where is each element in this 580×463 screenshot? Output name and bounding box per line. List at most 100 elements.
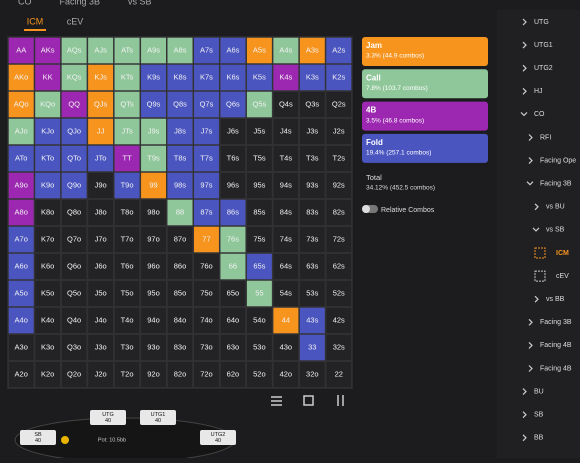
hand-cell[interactable] xyxy=(325,253,352,280)
hand-cell[interactable] xyxy=(8,307,35,334)
tree-item[interactable]: UTG2 xyxy=(534,65,553,72)
hand-cell[interactable] xyxy=(34,226,61,253)
tree-item[interactable]: Facing 4B xyxy=(540,342,572,349)
hand-cell[interactable] xyxy=(219,226,246,253)
hand-cell[interactable] xyxy=(325,118,352,145)
hand-cell[interactable] xyxy=(325,37,352,64)
hand-cell[interactable] xyxy=(140,172,167,199)
hand-cell[interactable] xyxy=(246,91,273,118)
hand-cell[interactable] xyxy=(219,118,246,145)
hand-cell[interactable] xyxy=(167,199,193,226)
hand-cell[interactable] xyxy=(8,91,35,118)
tree-item[interactable]: vs BB xyxy=(546,296,565,303)
hand-cell[interactable] xyxy=(325,91,352,118)
hand-cell[interactable] xyxy=(8,64,35,91)
hand-cell[interactable] xyxy=(219,37,246,64)
hand-cell[interactable] xyxy=(299,37,326,64)
hand-cell[interactable] xyxy=(140,226,167,253)
hand-cell[interactable] xyxy=(114,37,141,64)
hand-cell[interactable] xyxy=(61,307,88,334)
hand-cell[interactable] xyxy=(34,253,61,280)
hand-cell[interactable] xyxy=(61,226,88,253)
hand-cell[interactable] xyxy=(246,280,273,307)
hand-cell[interactable] xyxy=(325,280,352,307)
hand-cell[interactable] xyxy=(87,280,114,307)
hand-cell[interactable] xyxy=(272,307,299,334)
hand-cell[interactable] xyxy=(34,280,61,307)
hand-cell[interactable] xyxy=(167,253,193,280)
hand-cell[interactable] xyxy=(193,172,220,199)
hand-cell[interactable] xyxy=(140,253,167,280)
hand-cell[interactable] xyxy=(219,91,246,118)
hand-cell[interactable] xyxy=(8,226,35,253)
hand-cell[interactable] xyxy=(61,199,88,226)
hand-cell[interactable] xyxy=(114,280,141,307)
hand-cell[interactable] xyxy=(325,172,352,199)
hand-cell[interactable] xyxy=(140,91,167,118)
hand-cell[interactable] xyxy=(299,64,326,91)
hand-cell[interactable] xyxy=(299,199,326,226)
hand-cell[interactable] xyxy=(299,307,326,334)
hand-cell[interactable] xyxy=(167,226,193,253)
hand-cell[interactable] xyxy=(61,64,88,91)
hand-cell[interactable] xyxy=(87,118,114,145)
hand-cell[interactable] xyxy=(272,64,299,91)
hand-cell[interactable] xyxy=(272,199,299,226)
hand-cell[interactable] xyxy=(34,172,61,199)
hand-cell[interactable] xyxy=(140,199,167,226)
hand-cell[interactable] xyxy=(34,64,61,91)
hand-cell[interactable] xyxy=(61,253,88,280)
hand-cell[interactable] xyxy=(114,118,141,145)
hand-cell[interactable] xyxy=(34,145,61,172)
hand-cell[interactable] xyxy=(114,91,141,118)
hand-cell[interactable] xyxy=(34,91,61,118)
hand-cell[interactable] xyxy=(325,307,352,334)
hand-cell[interactable] xyxy=(87,226,114,253)
hand-cell[interactable] xyxy=(167,64,193,91)
hand-cell[interactable] xyxy=(272,361,299,388)
hand-cell[interactable] xyxy=(87,172,114,199)
hand-cell[interactable] xyxy=(272,226,299,253)
hand-cell[interactable] xyxy=(167,118,193,145)
hand-cell[interactable] xyxy=(246,361,273,388)
hand-cell[interactable] xyxy=(114,172,141,199)
hand-cell[interactable] xyxy=(87,307,114,334)
hand-cell[interactable] xyxy=(140,64,167,91)
hand-cell[interactable] xyxy=(140,145,167,172)
hand-cell[interactable] xyxy=(87,334,114,361)
hand-cell[interactable] xyxy=(299,361,326,388)
tree-item[interactable]: cEV xyxy=(556,273,569,280)
tree-item[interactable]: Facing 3B xyxy=(540,181,572,188)
tree-item[interactable]: vs SB xyxy=(546,227,565,234)
hand-cell[interactable] xyxy=(34,118,61,145)
hand-cell[interactable] xyxy=(140,307,167,334)
sort-icon[interactable] xyxy=(337,395,344,406)
hand-cell[interactable] xyxy=(167,307,193,334)
hand-cell[interactable] xyxy=(193,37,220,64)
hand-cell[interactable] xyxy=(219,64,246,91)
hand-cell[interactable] xyxy=(34,37,61,64)
hand-cell[interactable] xyxy=(8,199,35,226)
tab[interactable]: ICM xyxy=(27,16,44,26)
hand-cell[interactable] xyxy=(246,307,273,334)
hand-cell[interactable] xyxy=(87,199,114,226)
hand-cell[interactable] xyxy=(325,334,352,361)
hand-cell[interactable] xyxy=(61,91,88,118)
hand-cell[interactable] xyxy=(61,361,88,388)
hand-cell[interactable] xyxy=(114,334,141,361)
tree-item[interactable]: ICM xyxy=(556,250,569,257)
hand-cell[interactable] xyxy=(219,307,246,334)
hand-cell[interactable] xyxy=(114,361,141,388)
hand-cell[interactable] xyxy=(61,172,88,199)
hand-cell[interactable] xyxy=(219,253,246,280)
tree-item[interactable]: Facing 3B xyxy=(540,319,572,326)
hand-cell[interactable] xyxy=(246,199,273,226)
hand-cell[interactable] xyxy=(167,37,193,64)
tab[interactable]: cEV xyxy=(67,16,84,26)
hand-cell[interactable] xyxy=(193,361,220,388)
hand-cell[interactable] xyxy=(193,145,220,172)
tree-item[interactable]: Facing 4B xyxy=(540,365,572,372)
hand-cell[interactable] xyxy=(325,64,352,91)
hand-cell[interactable] xyxy=(272,145,299,172)
hand-cell[interactable] xyxy=(193,118,220,145)
